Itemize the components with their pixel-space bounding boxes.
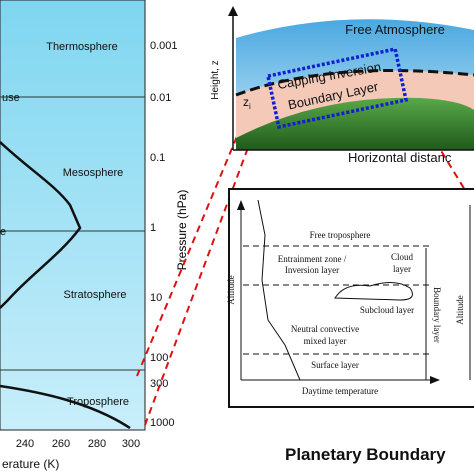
axis-label: Altitude	[455, 295, 465, 325]
inset-frame	[228, 188, 474, 408]
label: layer	[393, 264, 411, 274]
label: Boundary layer	[432, 287, 442, 343]
axis-label: Height, z	[210, 60, 221, 99]
pressure-tick: 10	[150, 292, 162, 304]
pressure-label: Pressure (hPa)	[175, 190, 189, 271]
profile	[257, 199, 301, 381]
atmosphere-panel: Thermosphere use Mesosphere e Stratosphe…	[0, 0, 189, 471]
label: Free Atmosphere	[345, 22, 445, 37]
label: mixed layer	[304, 336, 347, 346]
label: zi	[243, 95, 251, 111]
temperature-profile	[0, 141, 82, 309]
layer-label: Stratosphere	[64, 289, 127, 301]
label: Entrainment zone /	[278, 254, 347, 264]
layer-label: e	[0, 226, 6, 238]
inset: Free troposphere Entrainment zone / Inve…	[226, 188, 474, 408]
label: Neutral convective	[291, 324, 359, 334]
axis-label: Horizontal distanc	[348, 150, 452, 165]
pressure-tick: 1000	[150, 417, 174, 429]
label: Cloud	[391, 252, 414, 262]
connectors	[136, 89, 466, 426]
layer-label: Mesosphere	[63, 167, 124, 179]
highlight-box	[265, 46, 409, 130]
axis-label: Daytime temperature	[302, 386, 378, 396]
layer-label: Thermosphere	[46, 41, 118, 53]
arrow	[237, 200, 245, 210]
label: Inversion layer	[285, 265, 339, 275]
layer-label: Troposphere	[67, 396, 129, 408]
dashed-lines	[243, 245, 430, 355]
arrow	[228, 6, 238, 16]
pressure-tick: 0.1	[150, 152, 165, 164]
arrow	[430, 376, 440, 384]
hill	[236, 97, 474, 150]
pressure-tick: 100	[150, 352, 168, 364]
label: z	[243, 95, 249, 109]
caption: Planetary Boundary	[285, 445, 446, 464]
label: i	[249, 102, 251, 111]
panel-bg	[0, 0, 146, 431]
label: Free troposphere	[310, 230, 371, 240]
pressure-tick: 300	[150, 378, 168, 390]
temperature-tick: 240	[16, 438, 34, 450]
capping-inversion-line	[235, 69, 474, 97]
boundary-schematic: Free Atmosphere Capping Inversion Bounda…	[210, 6, 474, 165]
temperature-tick: 280	[88, 438, 106, 450]
cloud	[334, 282, 413, 301]
axis-label: Altitude	[226, 275, 236, 305]
pressure-tick: 1	[150, 222, 156, 234]
temperature-profile	[0, 384, 131, 430]
pressure-tick: 0.001	[150, 40, 178, 52]
label: Surface layer	[311, 360, 359, 370]
layer-label: use	[2, 92, 20, 104]
temperature-tick: 300	[122, 438, 140, 450]
label: Subcloud layer	[360, 305, 414, 315]
pressure-tick: 0.01	[150, 92, 171, 104]
temperature-tick: 260	[52, 438, 70, 450]
temperature-label: erature (K)	[2, 457, 59, 471]
